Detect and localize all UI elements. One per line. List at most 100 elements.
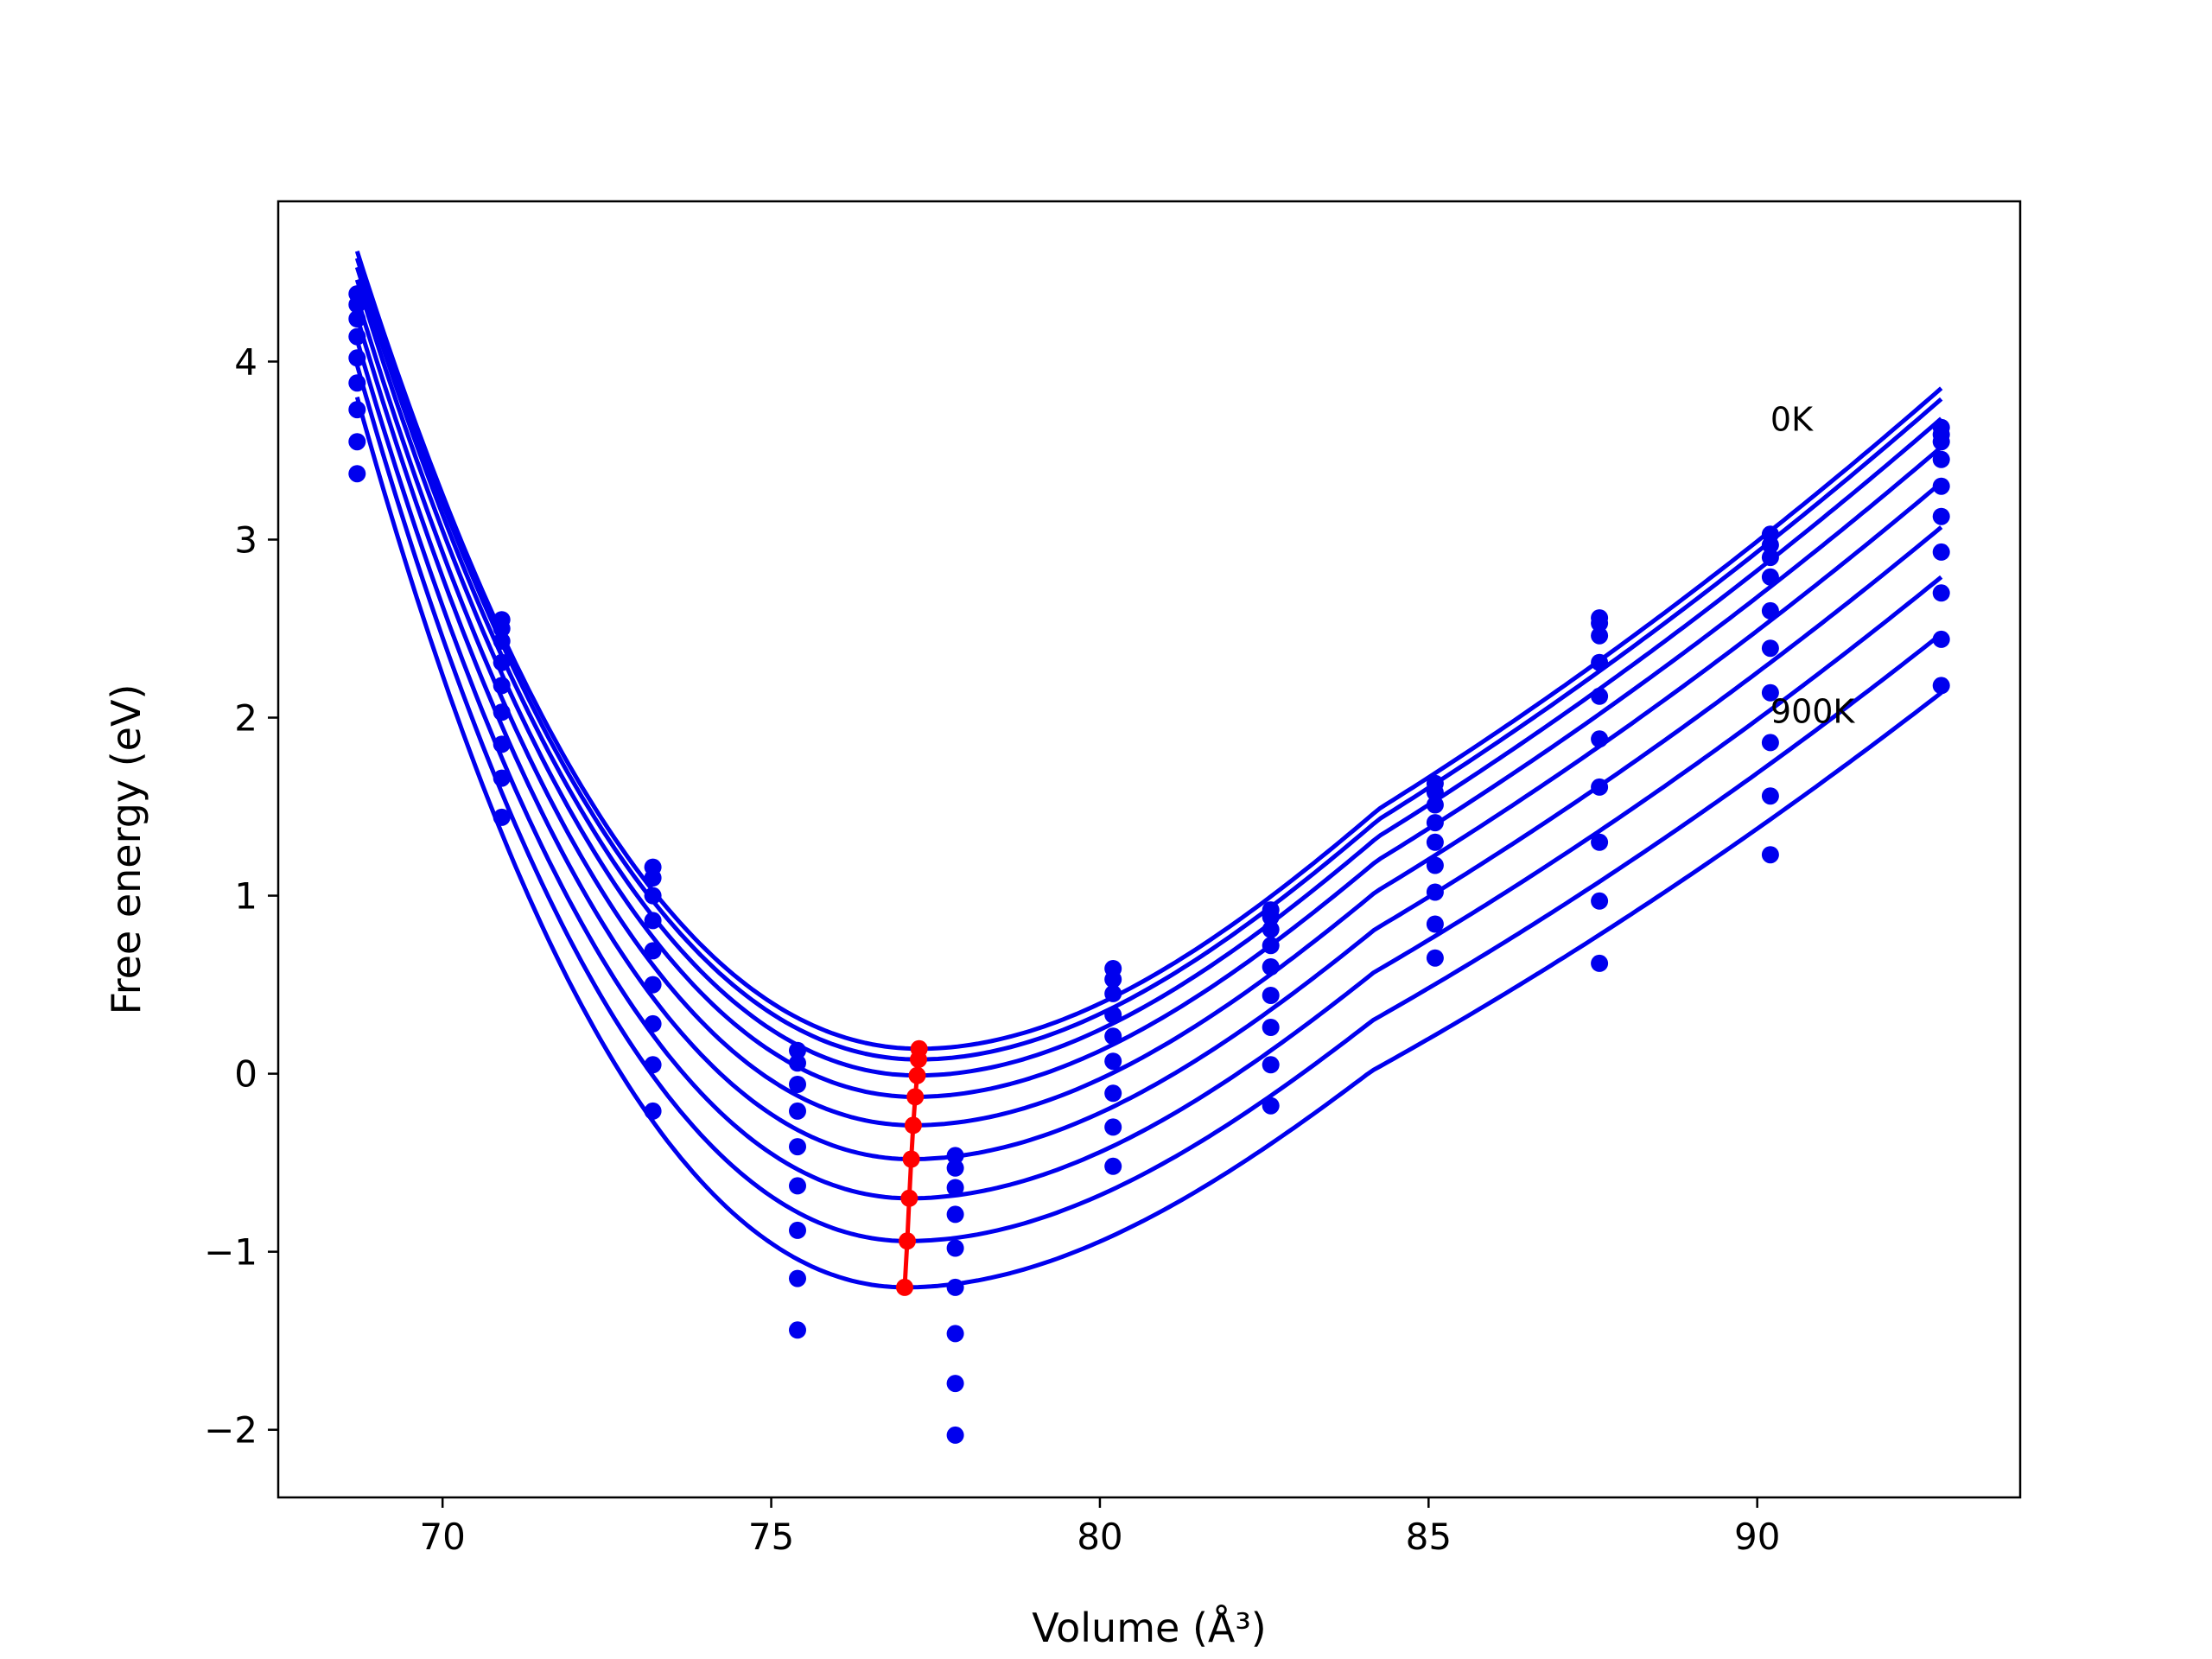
scatter-point <box>493 632 511 650</box>
scatter-point <box>946 1278 964 1296</box>
curve-annotation: 0K <box>1770 400 1814 438</box>
scatter-point <box>644 942 662 960</box>
scatter-point <box>1426 814 1444 832</box>
scatter-point <box>789 1054 806 1072</box>
scatter-point <box>348 327 366 346</box>
scatter-point <box>1262 958 1280 976</box>
scatter-point <box>348 401 366 419</box>
scatter-point <box>644 869 662 887</box>
scatter-point <box>1761 536 1779 554</box>
scatter-point <box>1426 915 1444 933</box>
minimum-point <box>908 1066 926 1084</box>
x-tick-label: 75 <box>748 1516 794 1558</box>
scatter-point <box>1104 984 1122 1002</box>
scatter-point <box>493 769 511 787</box>
scatter-point <box>1262 1096 1280 1115</box>
curve-annotation: 900K <box>1770 692 1856 730</box>
scatter-point <box>1262 937 1280 955</box>
scatter-point <box>493 653 511 671</box>
scatter-point <box>1932 584 1950 602</box>
scatter-point <box>1591 730 1609 748</box>
fit-curve-600K <box>354 340 1943 1201</box>
y-axis-ticks: −2 −1 0 1 2 3 4 <box>204 340 278 1452</box>
scatter-point <box>789 1138 806 1156</box>
scatter-point <box>1761 568 1779 586</box>
minimum-point <box>896 1278 913 1296</box>
y-tick-label: 3 <box>234 518 257 561</box>
scatter-point <box>644 1056 662 1074</box>
fit-curve-400K <box>354 296 1943 1128</box>
y-axis-label: Free energy (eV) <box>103 684 149 1015</box>
scatter-point <box>1426 796 1444 814</box>
fit-curve-300K <box>354 278 1943 1099</box>
scatter-point <box>348 433 366 451</box>
scatter-point <box>348 465 366 483</box>
scatter-point <box>1262 987 1280 1004</box>
scatter-points <box>348 285 1950 1444</box>
scatter-point <box>789 1076 806 1093</box>
scatter-point <box>789 1221 806 1239</box>
scatter-point <box>644 912 662 930</box>
scatter-point <box>1932 477 1950 495</box>
scatter-point <box>789 1102 806 1120</box>
scatter-point <box>1426 833 1444 851</box>
fit-curve-200K <box>354 266 1943 1078</box>
minimum-energy-line <box>896 1039 928 1296</box>
scatter-point <box>1104 1006 1122 1024</box>
scatter-point <box>1761 734 1779 752</box>
scatter-point <box>1426 856 1444 874</box>
scatter-point <box>1104 1118 1122 1136</box>
x-axis-ticks: 70 75 80 85 90 <box>419 1497 1780 1558</box>
y-tick-label: −1 <box>204 1231 257 1274</box>
scatter-point <box>1591 833 1609 851</box>
scatter-point <box>493 620 511 638</box>
scatter-point <box>1591 778 1609 796</box>
scatter-point <box>1761 683 1779 702</box>
scatter-point <box>1426 784 1444 802</box>
scatter-point <box>1761 846 1779 864</box>
scatter-point <box>1761 601 1779 620</box>
scatter-point <box>1104 1052 1122 1071</box>
fit-curves <box>354 250 1943 1290</box>
scatter-point <box>789 1041 806 1059</box>
y-tick-label: 0 <box>234 1053 257 1096</box>
scatter-point <box>1761 549 1779 567</box>
scatter-point <box>493 735 511 753</box>
scatter-point <box>946 1159 964 1177</box>
minimum-line <box>902 1048 922 1288</box>
scatter-point <box>1262 920 1280 938</box>
y-tick-label: 2 <box>234 697 257 740</box>
minimum-point <box>906 1088 925 1106</box>
scatter-point <box>789 1321 806 1339</box>
y-tick-label: 1 <box>234 875 257 918</box>
scatter-point <box>946 1239 964 1257</box>
scatter-point <box>644 1014 662 1033</box>
x-axis-label: Volume (Å³) <box>1032 1605 1267 1651</box>
scatter-point <box>1932 630 1950 648</box>
scatter-point <box>946 1147 964 1165</box>
scatter-point <box>1591 653 1609 671</box>
scatter-point <box>493 808 511 826</box>
minimum-point <box>910 1051 927 1069</box>
scatter-point <box>348 296 366 314</box>
scatter-point <box>348 349 366 367</box>
scatter-point <box>644 976 662 994</box>
scatter-point <box>1932 677 1950 695</box>
fit-curve-0K <box>354 250 1943 1052</box>
fit-curve-700K <box>354 364 1943 1243</box>
scatter-point <box>1932 543 1950 561</box>
scatter-point <box>348 310 366 327</box>
minimum-point <box>904 1116 922 1135</box>
scatter-point <box>1591 626 1609 645</box>
scatter-point <box>1426 949 1444 967</box>
scatter-point <box>789 1269 806 1287</box>
scatter-point <box>1104 970 1122 988</box>
scatter-point <box>1426 883 1444 901</box>
scatter-point <box>1932 450 1950 468</box>
scatter-point <box>1104 1084 1122 1103</box>
scatter-point <box>1591 892 1609 910</box>
scatter-point <box>493 703 511 721</box>
scatter-point <box>946 1325 964 1343</box>
scatter-point <box>1591 614 1609 632</box>
